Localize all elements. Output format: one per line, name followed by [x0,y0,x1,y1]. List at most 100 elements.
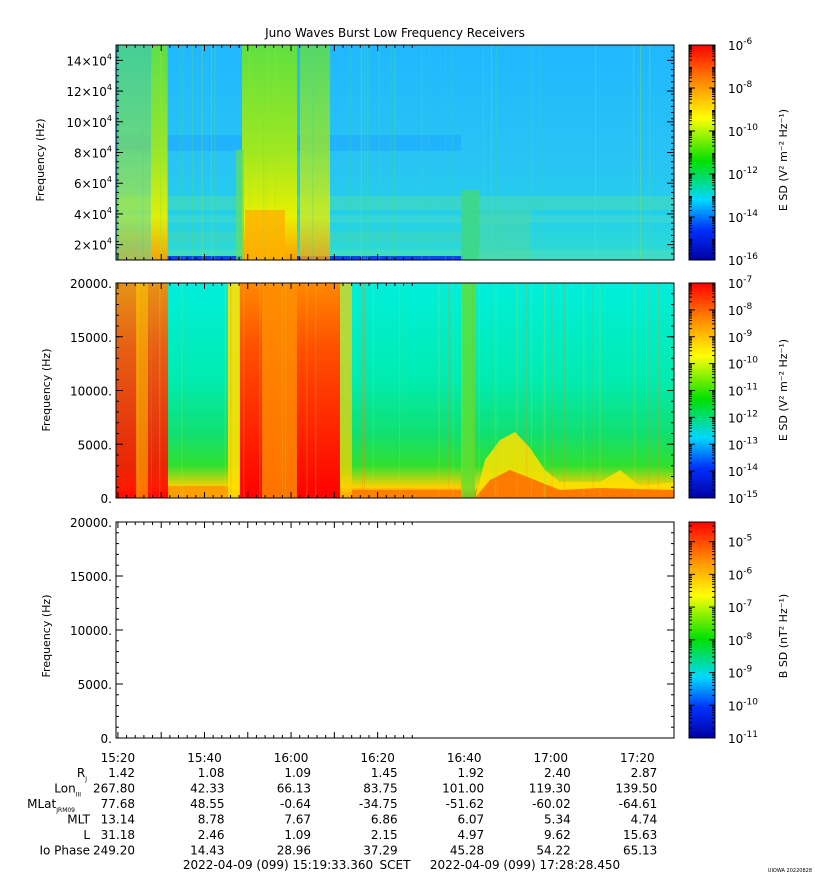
spectral-streak [361,283,363,498]
colorbar-tick-exponent: -14 [743,463,758,473]
ephemeris-value: 13.14 [101,813,135,827]
colorbar-tick-exponent: -12 [743,166,758,176]
panel-1-colorbar-label: E SD (V² m⁻² Hz⁻¹) [777,109,790,211]
time-axis-ticks: 15:20 15:40 16:00 16:20 16:40 17:00 17:20 [101,45,655,765]
y-tick-label: 8×104 [74,145,112,161]
colorbar-tick-base: 10 [728,601,743,615]
ephemeris-label: Io Phase [39,844,90,858]
spectral-streak [249,45,251,260]
colorbar-tick-label: 10-6 [728,566,753,582]
ephemeris-value: 65.13 [623,844,657,858]
colorbar-tick-label: 10-12 [728,166,758,182]
colorbar-tick-exponent: -10 [743,356,758,366]
y-tick-label: 10000. [70,385,112,399]
panel-1-colorbar-units: V² m⁻² Hz⁻¹ [777,113,790,177]
spectral-streak [490,45,492,260]
y-tick-exponent: 4 [107,114,112,123]
panel-1-background [116,45,674,260]
panel-2-floor [168,486,228,498]
ephemeris-value: -64.61 [619,797,658,811]
spectral-streak [306,283,308,498]
colorbar-tick-exponent: -9 [743,329,752,339]
ephemeris-value: 4.74 [631,813,658,827]
panel-1-burst [300,45,330,260]
panel-1-burst [245,210,285,260]
spectral-streak [263,45,265,260]
spectral-streak [496,283,498,498]
spectral-streak [633,45,635,260]
panel-1-burst [461,190,479,260]
ephemeris-value: -0.64 [280,797,311,811]
footer-credit: UIOWA 20220828 [768,868,812,874]
spectral-streak [472,283,474,498]
footer-end-time: 2022-04-09 (099) 17:28:28.450 [430,858,620,872]
spectral-streak [349,45,351,260]
y-tick-label: 2×104 [74,237,112,253]
spectral-streak [543,283,545,498]
y-tick-label: 6×104 [74,175,112,191]
y-tick-mantissa: 8×10 [74,147,107,161]
spectral-streak [285,283,287,498]
panel-3-ylabel: Frequency (Hz) [40,595,53,678]
spectral-streak [478,283,480,498]
colorbar-tick-exponent: -15 [743,490,758,500]
panel-2-colorbar-label: E SD (V² m⁻² Hz⁻¹) [777,339,790,441]
colorbar-tick-base: 10 [728,732,743,746]
colorbar-tick-exponent: -6 [743,566,752,576]
colorbar-tick-label: 10-14 [728,463,758,479]
panel-3-colorbar-label: B SD (nT² Hz⁻¹) [777,594,790,678]
colorbar-tick-base: 10 [728,331,743,345]
panel-2-burst [228,283,242,498]
colorbar-tick-base: 10 [728,411,743,425]
ephemeris-label: L [83,828,90,842]
spectral-streak [159,45,161,260]
panel-2-bursts [116,283,674,498]
ephemeris-value: 48.55 [190,797,224,811]
panel-2-background [116,283,674,498]
panel-2-ylabel: Frequency (Hz) [40,349,53,432]
panel-1-band [116,250,674,260]
spectral-streak [312,45,314,260]
ephemeris-value: -34.75 [359,797,398,811]
ephemeris-value: 9.62 [544,828,571,842]
colorbar-tick-exponent: -14 [743,209,758,219]
spectral-streak [438,283,440,498]
colorbar-tick-base: 10 [728,82,743,96]
spectral-streak [530,45,532,260]
time-tick-label: 16:40 [447,751,482,765]
spectral-streak [394,45,396,260]
y-tick-mantissa: 4×10 [74,208,107,222]
panel-2-burst [136,283,148,498]
colorbar-tick-base: 10 [728,465,743,479]
spectral-streak [634,283,636,498]
colorbar-tick-exponent: -7 [743,275,752,285]
colorbar-tick-label: 10-13 [728,436,758,452]
ephemeris-value: 139.50 [615,782,657,796]
ephemeris-value: 1.08 [198,766,225,780]
spectral-streak [364,45,366,260]
colorbar-tick-exponent: -8 [743,302,752,312]
ephemeris-label: RJ [77,766,87,783]
y-tick-label: 5000. [78,438,112,452]
ephemeris-value: 83.75 [363,782,397,796]
ephemeris-value: 66.13 [277,782,311,796]
ephemeris-value: 2.40 [544,766,571,780]
spectral-streak [539,45,541,260]
spectral-streak [360,45,362,260]
panel-2-colorbar-units: V² m⁻² Hz⁻¹ [777,343,790,407]
spectral-streak [160,45,162,260]
spectral-streak [243,283,245,498]
spectral-streak [461,283,463,498]
spectral-streak [551,283,553,498]
y-tick-label: 4×104 [74,206,112,222]
spectral-streak [367,45,369,260]
figure-title: Juno Waves Burst Low Frequency Receivers [264,26,525,40]
y-tick-label: 15000. [70,331,112,345]
ephemeris-label-subscript: III [76,792,82,799]
colorbar-tick-label: 10-10 [728,356,758,372]
spectral-streak [360,45,362,260]
ephemeris-value: 119.30 [529,782,571,796]
ephemeris-value: 6.86 [371,813,398,827]
